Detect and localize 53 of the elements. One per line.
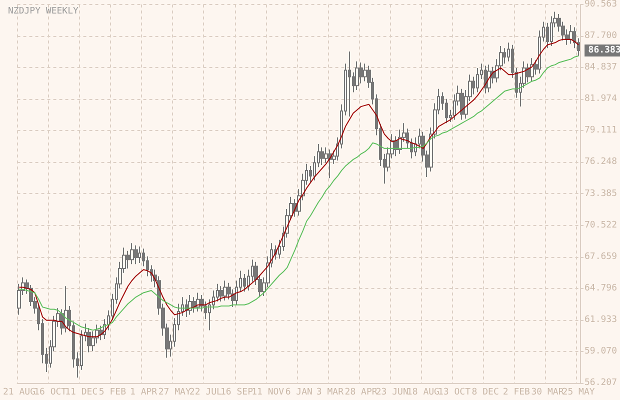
y-tick-label: 76.248 [584,157,618,168]
y-tick-label: 90.563 [584,0,618,10]
y-tick-label: 87.700 [584,31,618,42]
candlestick [487,64,491,93]
x-tick-label: 22 JUL [189,388,222,398]
candlestick [569,24,573,44]
x-tick-label: 11 DEC [65,388,98,398]
candlestick [243,274,246,292]
x-tick-label: 27 MAY [158,388,192,398]
y-tick-label: 61.933 [584,314,618,325]
x-tick-label: 18 AUG [406,388,440,398]
candlestick [192,296,196,314]
candlestick [138,246,141,264]
x-tick-label: 16 SEP [220,388,254,398]
y-tick-label: 64.796 [584,283,618,294]
candlestick [530,58,534,82]
x-tick-label: 1 APR [130,388,158,398]
y-tick-label: 67.659 [584,252,618,262]
y-tick-label: 70.522 [584,220,618,230]
x-tick-label: 16 OCT [34,388,68,398]
x-tick-label: 8 DEC [472,388,499,398]
candlestick [550,16,553,46]
x-tick-label: 30 MAR [531,388,564,398]
x-tick-label: 13 OCT [438,388,472,398]
x-tick-label: 28 APR [344,388,378,398]
y-tick-label: 84.837 [584,62,618,73]
x-tick-label: 25 MAY [562,388,596,398]
y-tick-label: 73.385 [584,188,618,199]
candlestick [134,244,138,265]
chart-title: NZDJPY WEEKLY [8,6,80,16]
candlestick [223,280,227,301]
x-tick-label: 5 FEB [98,388,126,398]
candlestick [484,65,487,94]
y-tick-label: 79.111 [584,126,618,136]
candlestick [196,292,200,312]
text: 86.383 [588,46,620,56]
candlestick [348,50,351,117]
y-tick-label: 59.070 [584,346,618,356]
x-tick-label: 21 AUG [2,388,36,398]
x-tick-label: 6 JAN [285,388,312,398]
candlestick [476,67,479,93]
candlestick [64,286,68,333]
y-tick-label: 81.974 [584,94,618,104]
candlestick [460,88,464,120]
x-tick-label: 11 NOV [252,388,285,398]
x-tick-label: 23 JUN [376,388,408,398]
x-tick-label: 2 FEB [502,388,530,398]
candlestick [130,242,134,265]
candlestick [355,60,359,91]
y-tick-label: 56.207 [584,378,618,388]
x-tick-label: 3 MAR [316,388,344,398]
candlestick [87,327,91,353]
candlestick [320,146,324,166]
